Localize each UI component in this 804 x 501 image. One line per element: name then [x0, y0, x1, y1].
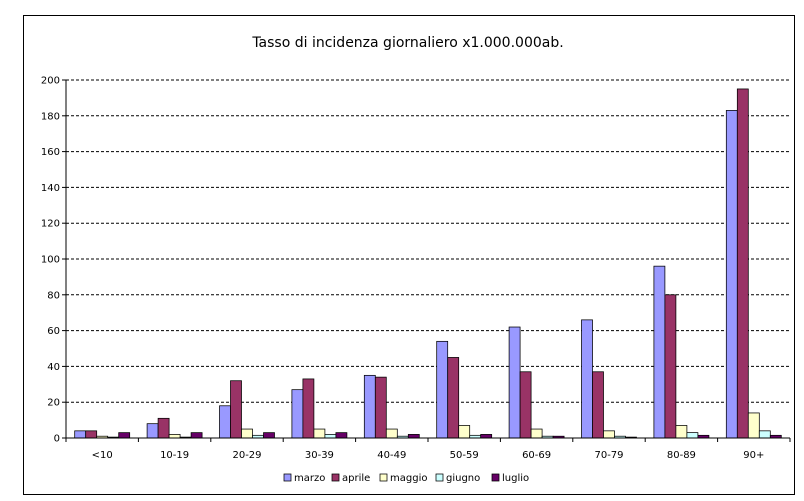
bar-giugno-90	[758, 430, 771, 439]
y-tick-label: 120	[41, 219, 60, 230]
bar-marzo-6069	[508, 326, 521, 439]
bar-aprile-2029	[230, 380, 242, 439]
bar-aprile-7079	[592, 371, 604, 439]
bar-maggio-8089	[675, 425, 688, 439]
legend-swatch-luglio	[491, 473, 500, 482]
bar-luglio-1019	[190, 432, 203, 439]
legend-swatch-maggio	[379, 473, 388, 482]
legend-label-giugno: giugno	[446, 473, 480, 484]
x-tick-label: 80-89	[667, 450, 696, 461]
y-tick-label: 20	[47, 398, 60, 409]
x-tick-label: 30-39	[305, 450, 334, 461]
bar-marzo-2029	[219, 405, 231, 439]
y-tick-label: 140	[41, 183, 60, 194]
legend-swatch-aprile	[331, 473, 340, 482]
x-tick-label: 90+	[743, 450, 764, 461]
x-tick-label: <10	[92, 450, 113, 461]
y-tick-label: 180	[41, 111, 60, 122]
x-tick-label: 40-49	[377, 450, 406, 461]
chart-title: Tasso di incidenza giornaliero x1.000.00…	[251, 35, 563, 51]
bar-aprile-1019	[157, 417, 170, 439]
bar-marzo-5059	[436, 340, 449, 439]
bar-aprile-6069	[519, 371, 532, 439]
legend: marzo aprile maggio giugno luglio	[283, 473, 529, 484]
bar-aprile-8089	[664, 294, 677, 439]
y-tick-label: 0	[54, 434, 60, 445]
y-tick-label: 40	[47, 362, 60, 373]
bar-giugno-3039	[324, 434, 337, 439]
y-tick-label: 160	[41, 147, 60, 158]
bar-aprile-90	[736, 88, 749, 439]
bar-luglio-2029	[263, 432, 275, 439]
bar-marzo-4049	[363, 374, 376, 439]
bar-luglio-5059	[480, 434, 493, 439]
x-tick-label: 10-19	[160, 450, 189, 461]
x-tick-label: 60-69	[522, 450, 551, 461]
y-tick-label: 80	[47, 290, 60, 301]
bar-aprile-4049	[374, 376, 387, 439]
legend-swatch-marzo	[283, 473, 292, 482]
bar-aprile-3039	[302, 378, 315, 439]
bar-aprile-5059	[447, 357, 460, 439]
bar-maggio-1019	[168, 434, 181, 439]
bar-maggio-90	[747, 412, 760, 439]
bar-marzo-3039	[291, 389, 304, 439]
bar-marzo-90	[725, 110, 738, 439]
bar-marzo-10	[74, 430, 87, 439]
y-tick-label: 100	[41, 255, 60, 266]
bar-maggio-2029	[241, 428, 253, 439]
legend-label-marzo: marzo	[294, 473, 325, 484]
bar-maggio-7079	[603, 430, 615, 439]
legend-label-aprile: aprile	[342, 473, 370, 484]
bar-maggio-5059	[458, 425, 471, 439]
y-axis: 0 20 40 60 80 100 120 140 160 180 200	[41, 76, 67, 445]
bar-aprile-10	[85, 430, 98, 439]
x-axis: <10 10-19 20-29 30-39 40-49 50-59 60-69 70-79 80…	[65, 437, 791, 461]
bar-marzo-1019	[146, 423, 159, 439]
legend-label-luglio: luglio	[502, 473, 529, 484]
x-tick-label: 70-79	[594, 450, 623, 461]
legend-swatch-giugno	[435, 473, 444, 482]
bar-maggio-4049	[385, 428, 398, 439]
bar-giugno-8089	[686, 432, 699, 439]
x-tick-label: 20-29	[232, 450, 261, 461]
y-tick-label: 200	[41, 76, 60, 87]
y-tick-label: 60	[47, 326, 60, 337]
bar-maggio-3039	[313, 428, 326, 439]
bar-marzo-7079	[581, 319, 593, 439]
x-tick-label: 50-59	[450, 450, 479, 461]
bar-luglio-3039	[335, 432, 348, 439]
gridlines	[66, 79, 790, 403]
bar-luglio-10	[118, 432, 131, 439]
bar-marzo-8089	[653, 265, 666, 439]
bar-luglio-4049	[407, 434, 420, 439]
bars	[74, 88, 782, 439]
bar-maggio-6069	[530, 428, 543, 439]
legend-label-maggio: maggio	[390, 473, 427, 484]
